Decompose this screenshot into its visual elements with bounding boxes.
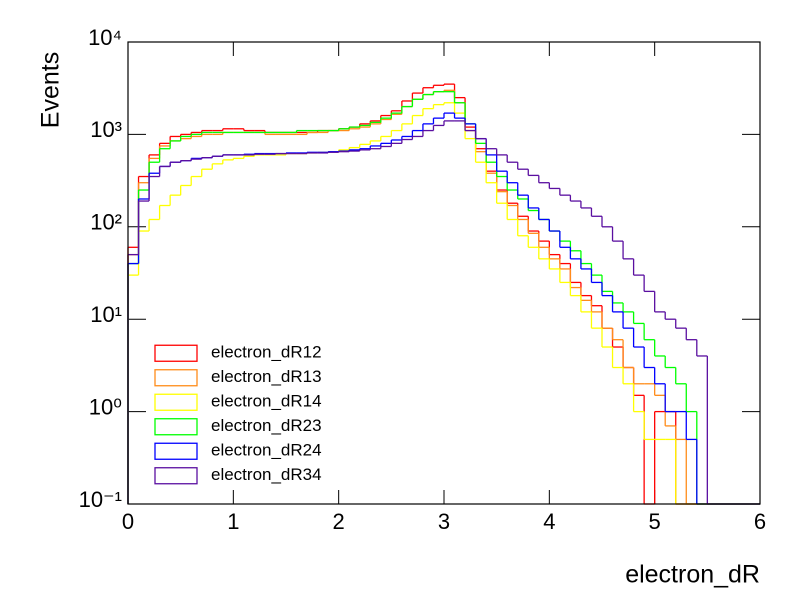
legend-label: electron_dR12 (211, 343, 322, 362)
legend-label: electron_dR13 (211, 367, 322, 386)
y-tick-label: 10² (90, 210, 122, 235)
x-tick-label: 1 (227, 509, 239, 534)
y-tick-label: 10⁻¹ (79, 487, 122, 512)
y-tick-label: 10⁰ (89, 394, 122, 419)
y-tick-label: 10³ (90, 117, 122, 142)
legend-swatch (154, 418, 198, 436)
x-tick-label: 2 (333, 509, 345, 534)
x-axis-label: electron_dR (625, 561, 760, 589)
legend-swatch (154, 467, 198, 485)
legend-label: electron_dR23 (211, 416, 322, 435)
legend-label: electron_dR34 (211, 465, 322, 484)
legend-label: electron_dR14 (211, 392, 322, 411)
x-tick-label: 3 (438, 509, 450, 534)
plot-frame (127, 41, 761, 505)
x-tick-label: 5 (649, 509, 661, 534)
x-tick-label: 4 (543, 509, 555, 534)
y-tick-label: 10¹ (90, 302, 122, 327)
legend-swatch (154, 393, 198, 411)
x-tick-label: 6 (754, 509, 766, 534)
legend-swatch (154, 442, 198, 460)
y-tick-label: 10⁴ (88, 25, 122, 50)
legend-swatch (154, 369, 198, 387)
legend-label: electron_dR24 (211, 441, 322, 460)
y-axis-label: Events (37, 52, 65, 128)
x-tick-label: 0 (122, 509, 134, 534)
legend-swatch (154, 344, 198, 362)
